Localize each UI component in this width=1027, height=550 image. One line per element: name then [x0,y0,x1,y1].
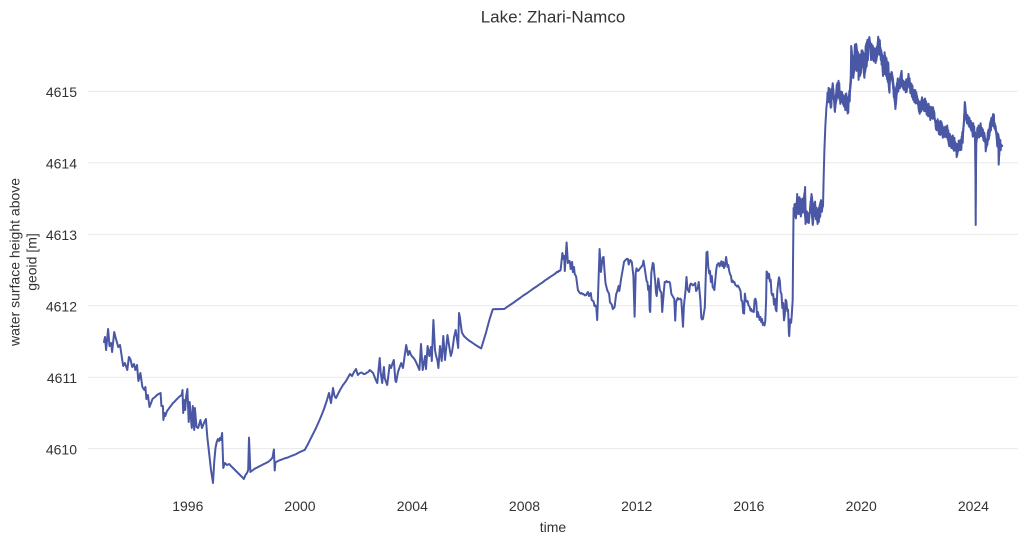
svg-text:4610: 4610 [46,441,77,457]
svg-text:2008: 2008 [509,498,540,514]
svg-text:geoid [m]: geoid [m] [23,233,39,291]
svg-text:1996: 1996 [172,498,203,514]
svg-text:time: time [540,519,567,535]
svg-text:2016: 2016 [733,498,764,514]
svg-text:4613: 4613 [46,227,77,243]
svg-text:4612: 4612 [46,299,77,315]
svg-text:water surface height above: water surface height above [7,178,23,347]
svg-text:2020: 2020 [846,498,877,514]
svg-text:4614: 4614 [46,156,77,172]
svg-text:2012: 2012 [621,498,652,514]
svg-text:2024: 2024 [958,498,989,514]
svg-text:2000: 2000 [284,498,315,514]
svg-text:4611: 4611 [47,370,77,386]
svg-text:Lake: Zhari-Namco: Lake: Zhari-Namco [481,7,626,26]
svg-text:4615: 4615 [46,84,77,100]
svg-text:2004: 2004 [397,498,428,514]
